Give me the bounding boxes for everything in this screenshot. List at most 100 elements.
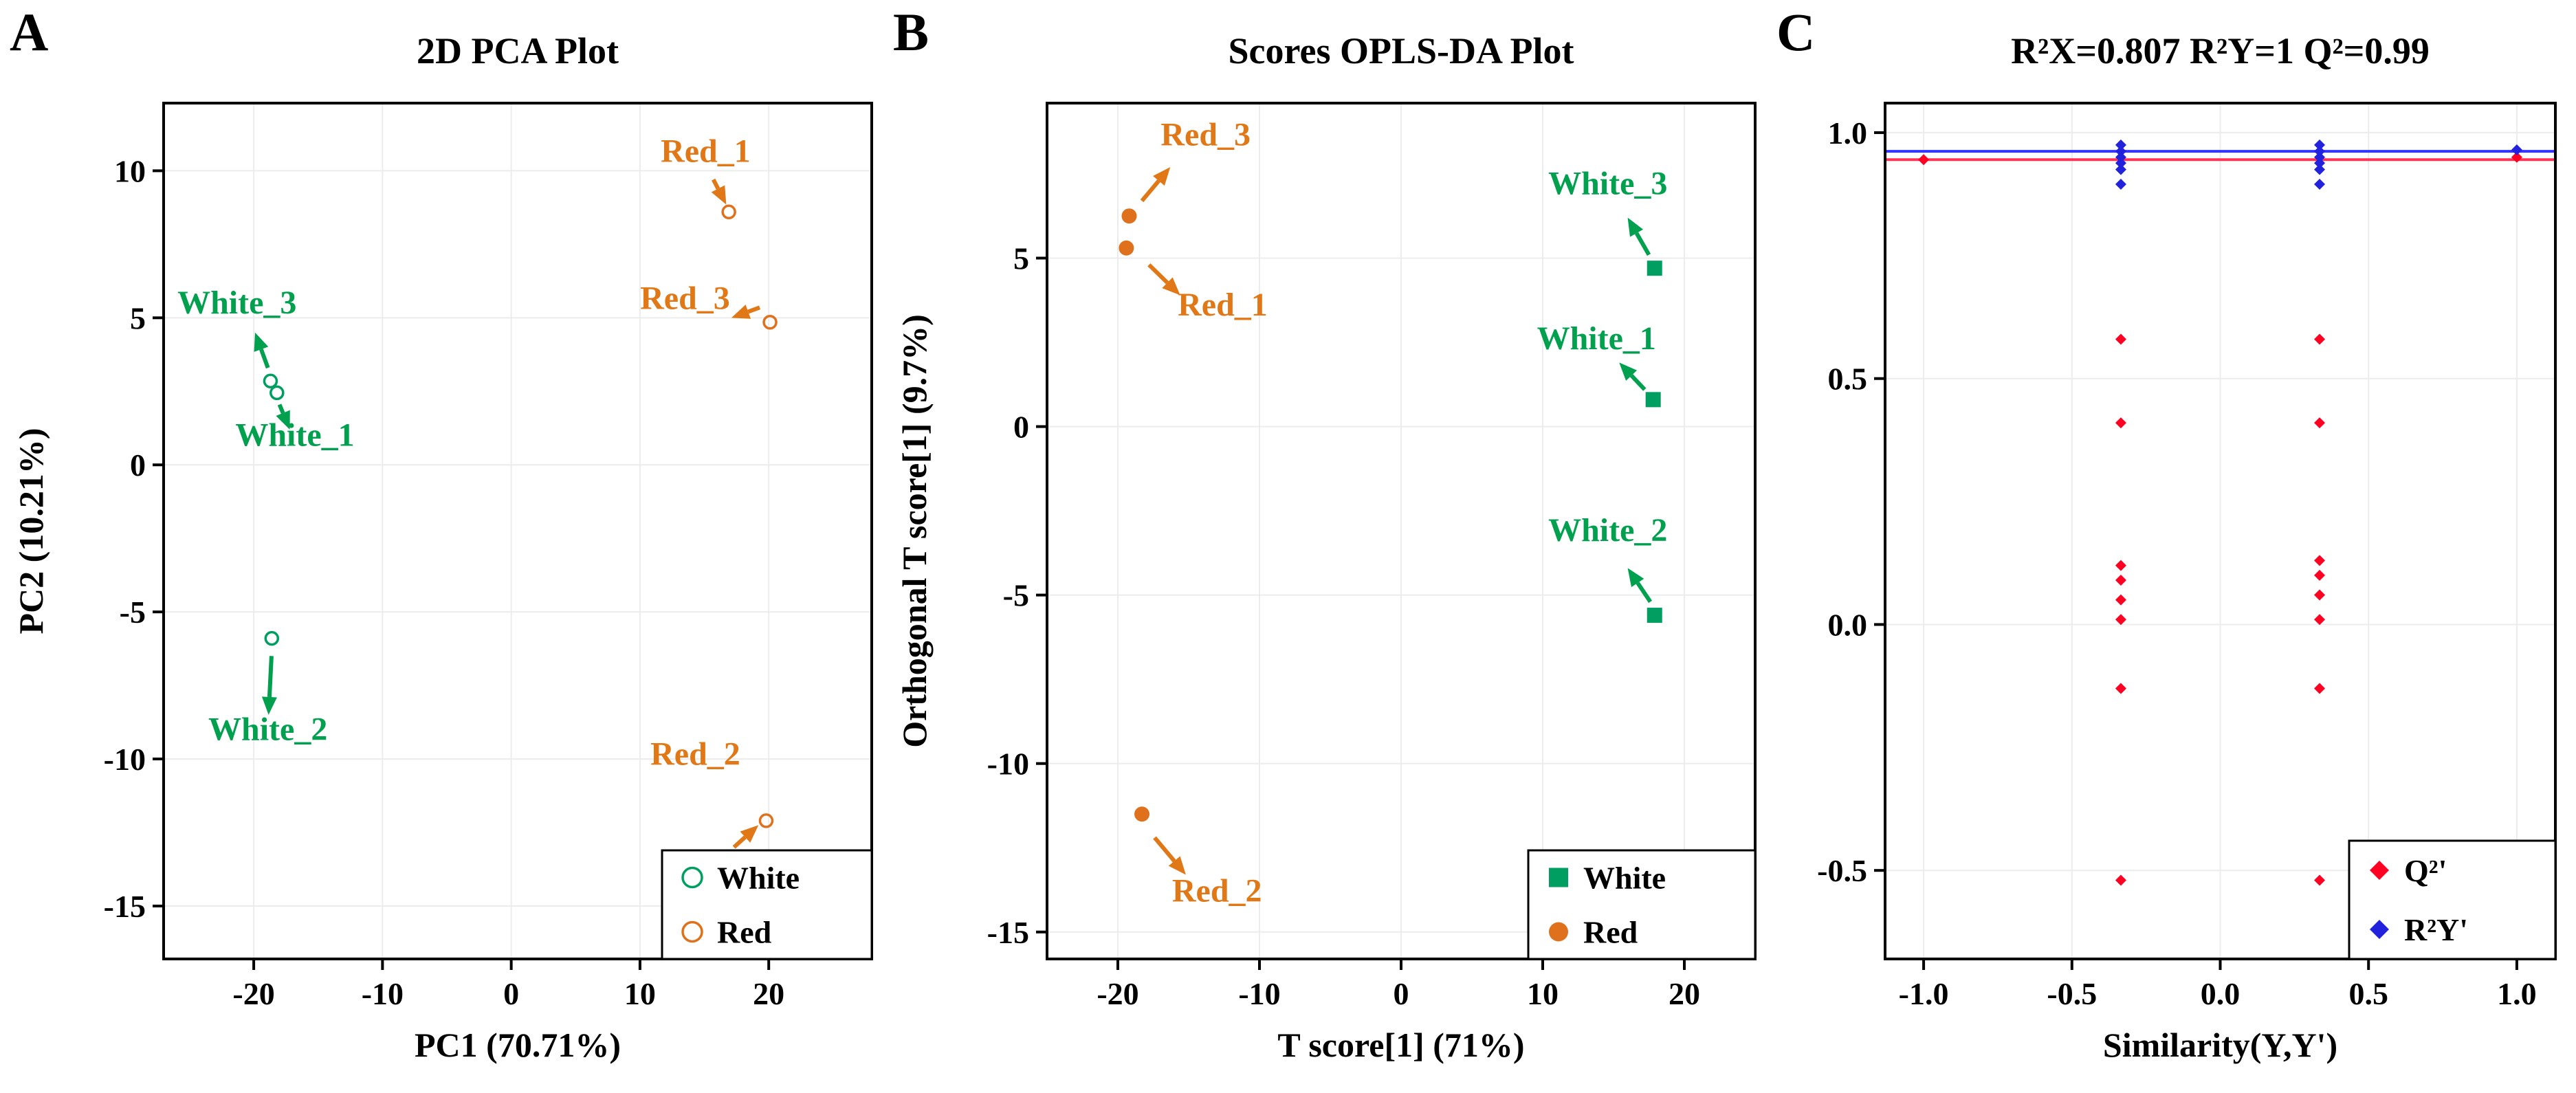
point-Red_1 (1119, 240, 1134, 256)
chart-title: R²X=0.807 R²Y=1 Q²=0.99 (2011, 30, 2430, 71)
legend-marker-Red (1549, 922, 1568, 942)
annotation-arrow-head (254, 332, 269, 352)
x-tick-label: 20 (1669, 976, 1700, 1011)
legend-label-Red: Red (1583, 915, 1638, 950)
point-Q²' (2115, 333, 2126, 345)
y-tick-label: 0.5 (1828, 362, 1868, 397)
oplsda-plot-panel: Red_3 Red_1 White_3 White_1 White_2 Red_2 -20 -… (895, 30, 1757, 1064)
annotation-arrow-head (740, 825, 759, 843)
point-R²Y' (2314, 146, 2326, 157)
annotation-label-White_3: White_3 (1548, 165, 1667, 201)
panel-a-letter: A (10, 2, 49, 62)
x-tick-label: 1.0 (2497, 976, 2537, 1011)
point-Q²' (2115, 614, 2126, 626)
point-R²Y' (2115, 157, 2126, 169)
annotation-arrow-head (711, 185, 727, 205)
annotation-label-Red_2: Red_2 (650, 736, 740, 773)
point-R²Y' (2511, 144, 2522, 155)
annotation-arrow-head (276, 410, 290, 430)
point-White_3 (263, 373, 278, 389)
point-Q²' (2115, 874, 2126, 886)
annotation-arrow-head (1162, 277, 1180, 296)
legend-label-Red: Red (717, 915, 772, 950)
point-Q²' (2314, 555, 2326, 566)
annotation-arrow-head (1627, 217, 1644, 237)
y-tick-label: 5 (1013, 241, 1029, 276)
x-axis-title: Similarity(Y,Y') (2103, 1026, 2337, 1064)
x-tick-label: 10 (1527, 976, 1559, 1011)
annotation-arrow-line (1147, 263, 1169, 285)
annotation-label-White_2: White_2 (208, 711, 327, 747)
chart-title: Scores OPLS-DA Plot (1229, 30, 1574, 71)
point-Q²' (2115, 560, 2126, 571)
y-tick-label: 0 (130, 448, 146, 483)
annotation-arrow-head (731, 305, 751, 319)
plot-border (162, 102, 873, 960)
annotation-arrow-head (1153, 167, 1171, 186)
annotation-label-Red_2: Red_2 (1172, 873, 1262, 909)
y-tick-label: -15 (104, 889, 146, 924)
point-Red_2 (1134, 806, 1150, 822)
point-R²Y' (2115, 151, 2126, 163)
point-White_3 (1647, 261, 1662, 276)
annotation-label-White_3: White_3 (177, 285, 296, 321)
legend-marker-Red (681, 920, 703, 943)
annotation-arrow-line (1629, 374, 1647, 391)
y-tick-label: -10 (987, 747, 1029, 782)
point-Q²' (2314, 589, 2326, 601)
point-R²Y' (2115, 139, 2126, 151)
y-tick-label: 0 (1013, 410, 1029, 445)
annotation-arrow-line (711, 178, 720, 190)
y-axis-title: PC2 (10.21%) (12, 428, 50, 634)
annotation-arrow-head (1619, 362, 1638, 381)
point-Q²' (2314, 333, 2326, 345)
annotation-label-Red_3: Red_3 (640, 280, 730, 316)
x-tick-label: 20 (753, 976, 784, 1011)
x-tick-label: -20 (1097, 976, 1138, 1011)
y-tick-label: -0.5 (1817, 853, 1867, 888)
point-Q²' (2115, 594, 2126, 606)
point-Red_1 (721, 204, 736, 220)
annotation-arrow-head (1627, 568, 1644, 588)
chart-title: 2D PCA Plot (417, 30, 619, 71)
legend-marker-White (681, 866, 703, 889)
x-axis-title: T score[1] (71%) (1277, 1026, 1524, 1064)
point-Q²' (2511, 151, 2522, 163)
y-tick-label: -5 (120, 595, 146, 630)
x-tick-label: -10 (1238, 976, 1280, 1011)
legend-marker-R²Y' (2370, 920, 2389, 939)
point-Q²' (2314, 874, 2326, 886)
annotation-label-White_1: White_1 (235, 417, 354, 453)
annotation-arrow-line (267, 656, 274, 698)
annotation-arrow-line (1140, 179, 1160, 203)
annotation-label-White_1: White_1 (1537, 320, 1656, 357)
annotation-label-Red_1: Red_1 (1178, 287, 1268, 323)
point-Q²' (2314, 569, 2326, 581)
point-White_2 (1647, 608, 1662, 623)
point-Q²' (2314, 417, 2326, 429)
x-tick-label: 10 (624, 976, 656, 1011)
x-tick-label: -20 (232, 976, 274, 1011)
annotation-label-White_2: White_2 (1548, 512, 1667, 549)
x-tick-label: 0 (1394, 976, 1409, 1011)
point-White_1 (269, 385, 285, 401)
y-tick-label: 1.0 (1828, 115, 1868, 151)
point-Red_3 (762, 314, 778, 330)
point-Q²' (2314, 614, 2326, 626)
annotation-arrow-line (259, 349, 270, 369)
x-tick-label: -1.0 (1899, 976, 1949, 1011)
legend-label-Q²': Q²' (2404, 853, 2447, 888)
x-tick-label: 0.5 (2348, 976, 2388, 1011)
x-tick-label: 0.0 (2201, 976, 2241, 1011)
annotation-arrow-head (261, 696, 277, 715)
legend-label-White: White (717, 861, 800, 896)
point-Red_2 (758, 813, 774, 828)
x-axis-title: PC1 (70.71%) (415, 1026, 621, 1064)
annotation-arrow-line (1153, 836, 1176, 863)
annotation-label-Red_1: Red_1 (661, 133, 751, 170)
legend-marker-Q²' (2370, 861, 2389, 880)
annotation-arrow-line (747, 305, 761, 314)
point-Red_3 (1121, 208, 1137, 224)
annotation-arrow-line (1636, 582, 1653, 604)
y-tick-label: -5 (1003, 578, 1029, 613)
